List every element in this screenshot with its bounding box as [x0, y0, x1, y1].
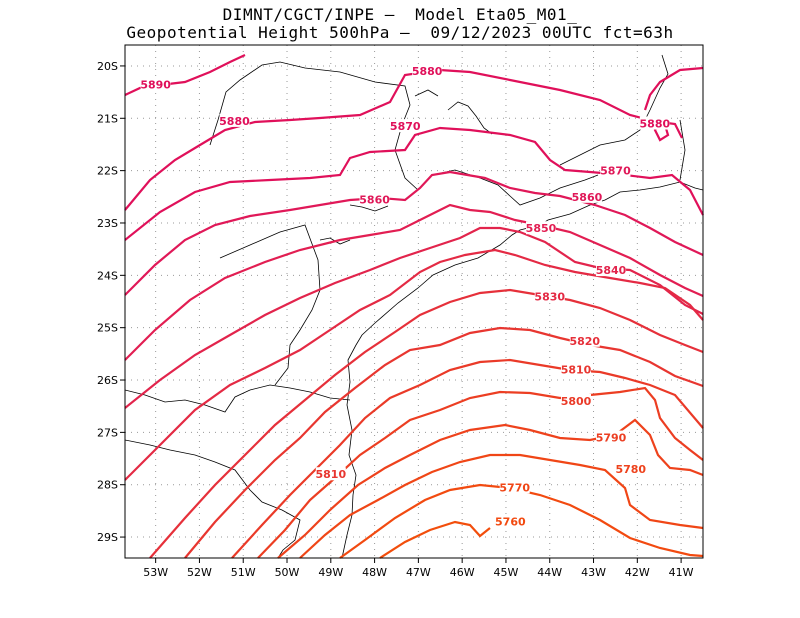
contour-label-bg	[639, 116, 670, 130]
x-axis-ticks: 53W 52W 51W 50W 49W 48W 47W 46W 45W 44W 43W 42W 41W	[143, 558, 694, 579]
contour-5860	[124, 170, 704, 296]
x-tick-label: 41W	[669, 566, 694, 579]
contour-label: 5860	[572, 191, 603, 204]
x-tick-label: 46W	[450, 566, 475, 579]
y-tick-label: 22S	[97, 165, 118, 178]
contour-label: 5860	[359, 193, 390, 206]
contour-label-bg	[561, 393, 592, 407]
contour-label: 5880	[640, 118, 671, 131]
chart-title-line1: DIMNT/CGCT/INPE – Model Eta05_M01_	[222, 5, 578, 24]
contour-label-bg	[569, 333, 600, 347]
contour-5750	[379, 520, 491, 559]
contour-label: 5890	[140, 78, 171, 91]
contour-label-bg	[315, 467, 346, 481]
contour-5850	[124, 203, 704, 361]
y-axis-ticks: 20S 21S 22S 23S 24S 25S 26S 27S 28S 29S	[97, 60, 125, 544]
y-tick-label: 24S	[97, 269, 118, 282]
contour-label-bg	[359, 192, 390, 206]
contour-label-bg	[600, 163, 631, 177]
contour-label-bg	[534, 289, 565, 303]
contour-label: 5870	[600, 165, 631, 178]
contour-label: 5770	[499, 481, 530, 494]
y-tick-label: 21S	[97, 112, 118, 125]
contour-label: 5870	[390, 120, 421, 133]
contour-label-bg	[596, 263, 627, 277]
x-tick-label: 43W	[581, 566, 606, 579]
contour-5890	[124, 54, 246, 96]
y-tick-label: 26S	[97, 374, 118, 387]
contour-label-bg	[596, 430, 627, 444]
contour-label-bg	[495, 514, 526, 528]
x-tick-label: 50W	[275, 566, 300, 579]
contour-labels: 5890 5880 5880 5880 5870 5870 5860 5860 5850 5840…	[140, 64, 670, 528]
contour-5770	[299, 453, 704, 559]
x-tick-label: 49W	[318, 566, 343, 579]
x-tick-label: 44W	[537, 566, 562, 579]
contour-5780	[277, 418, 704, 559]
contour-label-bg	[561, 362, 592, 376]
contour-5880	[124, 66, 704, 211]
x-tick-label: 45W	[494, 566, 519, 579]
contour-label: 5810	[315, 468, 346, 481]
x-tick-label: 53W	[143, 566, 168, 579]
plot-frame	[124, 44, 704, 559]
contour-5820	[149, 288, 704, 559]
x-tick-label: 51W	[231, 566, 256, 579]
contour-5810	[184, 326, 704, 559]
contour-label-bg	[499, 480, 530, 494]
contour-label: 5760	[495, 515, 526, 528]
contour-label: 5830	[534, 290, 565, 303]
y-tick-label: 27S	[97, 426, 118, 439]
y-tick-label: 28S	[97, 479, 118, 492]
x-tick-label: 47W	[406, 566, 431, 579]
contour-label: 5810	[561, 364, 592, 377]
contour-label-bg	[571, 189, 602, 203]
contour-label-bg	[140, 77, 171, 91]
contour-label: 5820	[569, 335, 600, 348]
contour-label: 5800	[561, 395, 592, 408]
x-tick-label: 52W	[187, 566, 212, 579]
y-tick-label: 29S	[97, 531, 118, 544]
contour-label: 5840	[596, 264, 627, 277]
contour-label: 5780	[615, 463, 646, 476]
contour-5870	[124, 126, 704, 241]
contour-label-bg	[390, 119, 421, 133]
y-tick-label: 25S	[97, 322, 118, 335]
x-tick-label: 42W	[625, 566, 650, 579]
y-tick-label: 20S	[97, 60, 118, 73]
contour-label-bg	[219, 113, 250, 127]
chart-title-line2: Geopotential Height 500hPa – 09/12/2023 …	[126, 23, 674, 42]
contour-label-bg	[525, 221, 556, 235]
contour-label: 5850	[526, 222, 557, 235]
contour-label: 5790	[596, 432, 627, 445]
y-tick-label: 23S	[97, 217, 118, 230]
contour-label: 5880	[219, 115, 250, 128]
contour-label: 5880	[412, 65, 443, 78]
contour-label-bg	[412, 64, 443, 78]
contour-5830	[124, 248, 704, 481]
contour-5800	[231, 358, 704, 559]
contour-label-bg	[615, 462, 646, 476]
coastline-and-borders	[124, 54, 704, 559]
x-tick-label: 48W	[362, 566, 387, 579]
